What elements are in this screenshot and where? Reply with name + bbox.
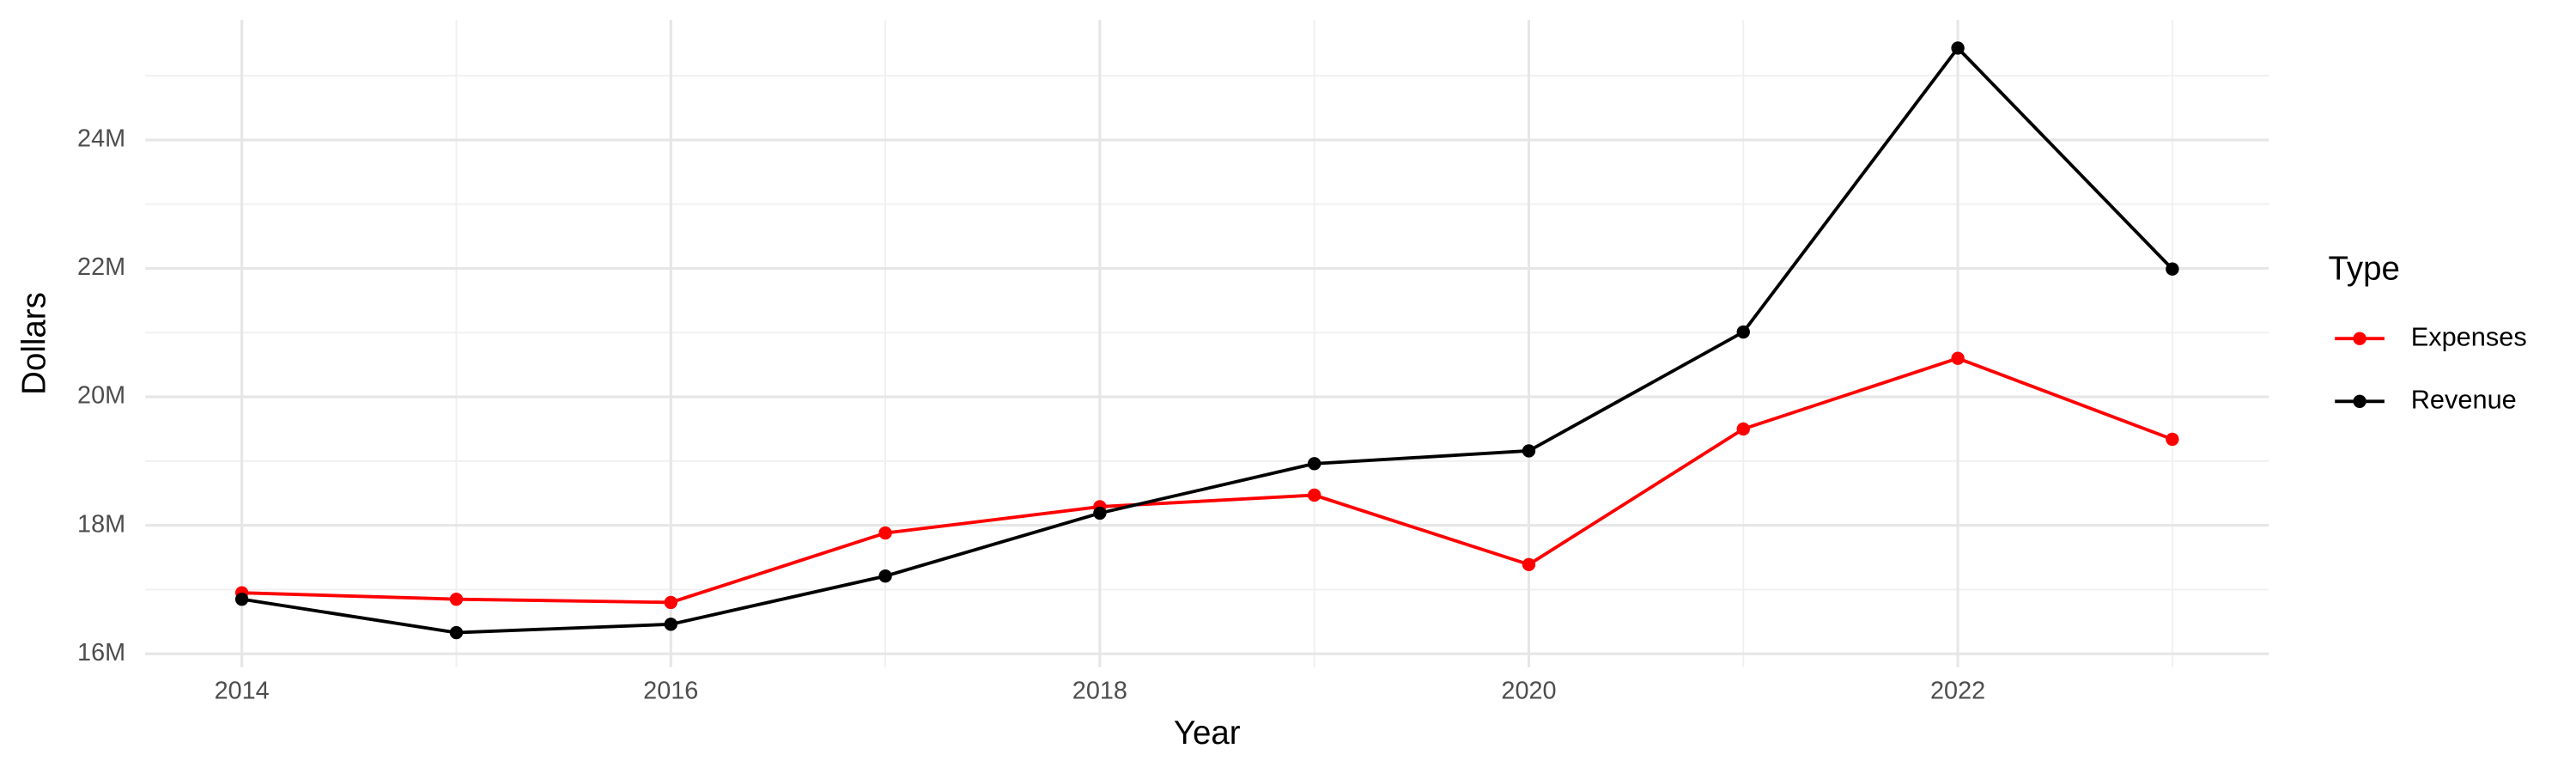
data-point	[1951, 41, 1965, 55]
legend-label: Revenue	[2411, 384, 2517, 414]
x-tick-label: 2020	[1501, 677, 1556, 704]
y-tick-label: 18M	[77, 510, 125, 538]
data-point	[1093, 506, 1107, 520]
series-line	[241, 356, 2173, 605]
data-point	[2166, 262, 2179, 276]
legend-label: Expenses	[2411, 321, 2527, 351]
x-tick-label: 2016	[643, 677, 698, 704]
y-tick-label: 22M	[77, 253, 125, 281]
data-point	[1307, 457, 1321, 471]
data-point	[1736, 325, 1750, 339]
data-point	[878, 569, 892, 583]
data-point	[1307, 488, 1321, 502]
data-point	[878, 526, 892, 540]
legend-key-point	[2353, 332, 2366, 345]
data-point	[449, 592, 464, 606]
x-axis-title: Year	[1174, 715, 1241, 752]
y-tick-label: 16M	[77, 639, 125, 666]
data-point	[664, 618, 677, 631]
legend-title: Type	[2329, 251, 2400, 288]
data-point	[1522, 557, 1536, 571]
x-tick-label: 2018	[1072, 677, 1127, 704]
data-point	[1736, 422, 1750, 436]
series-line	[241, 46, 2174, 635]
data-point	[234, 592, 249, 606]
x-tick-label: 2014	[215, 677, 270, 704]
y-tick-label: 24M	[77, 125, 125, 153]
grid	[145, 20, 2269, 667]
marks	[234, 41, 2179, 640]
x-tick-label: 2022	[1930, 677, 1985, 704]
data-point	[1951, 351, 1965, 365]
y-tick-label: 20M	[77, 382, 125, 410]
data-point	[664, 595, 677, 610]
legend-key-point	[2353, 394, 2366, 408]
data-point	[449, 625, 464, 640]
y-axis-title: Dollars	[15, 292, 52, 395]
data-point	[1522, 444, 1536, 458]
data-point	[2166, 432, 2179, 447]
